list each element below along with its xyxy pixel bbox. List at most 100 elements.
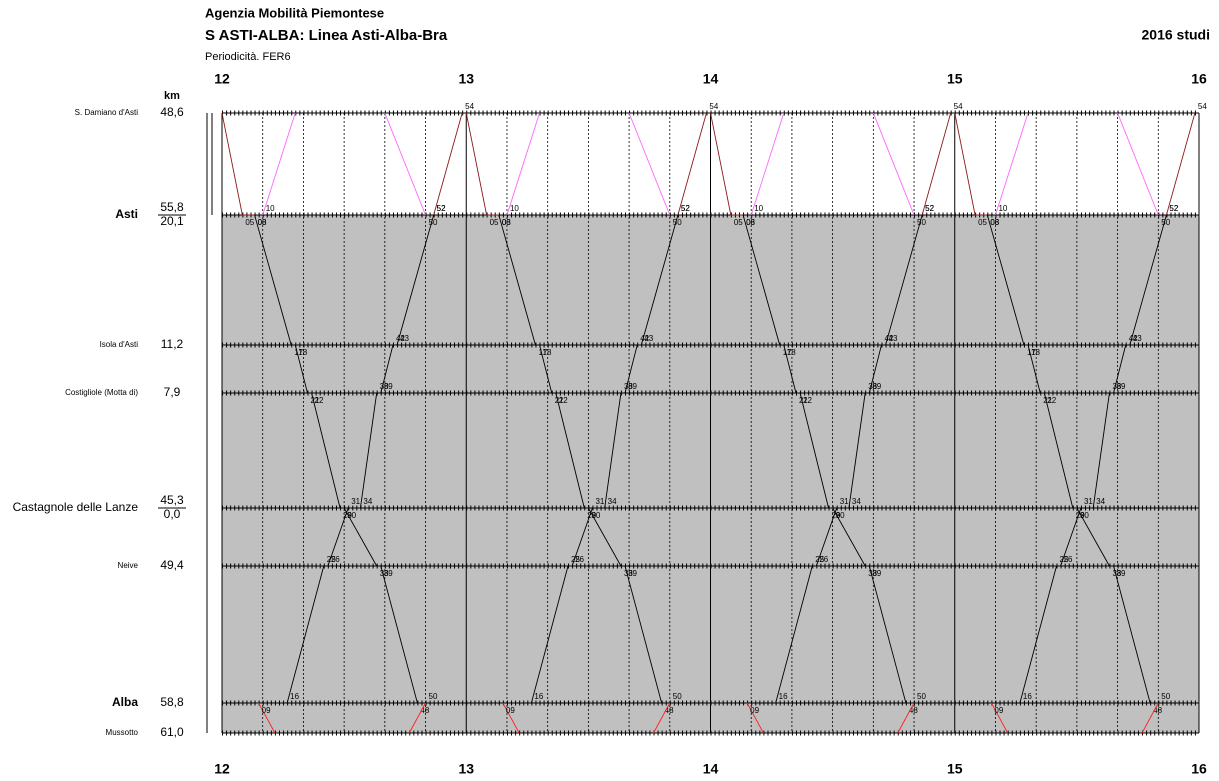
km-value: 7,9 <box>164 385 181 399</box>
station-name: Isola d'Asti <box>100 340 139 349</box>
time-label: 10 <box>266 204 275 213</box>
time-label: 38 <box>1112 569 1121 578</box>
train-path <box>1165 112 1196 216</box>
time-label: 38 <box>380 569 389 578</box>
time-label: 38 <box>380 382 389 391</box>
time-label: 18 <box>298 348 307 357</box>
time-label: 25 <box>815 555 824 564</box>
time-label: 50 <box>1161 218 1170 227</box>
time-label: 09 <box>262 706 271 715</box>
train-path <box>750 112 785 216</box>
time-label: 26 <box>331 555 340 564</box>
hour-label: 13 <box>458 71 474 87</box>
time-label: 52 <box>681 204 690 213</box>
time-label: 16 <box>534 692 543 701</box>
time-label: 31 <box>595 497 604 506</box>
km-value: 0,0 <box>164 507 181 521</box>
station-name: S. Damiano d'Asti <box>75 108 139 117</box>
time-label: 39 <box>872 569 881 578</box>
time-label: 08 <box>746 218 755 227</box>
hour-label: 16 <box>1191 761 1207 777</box>
train-path <box>872 112 915 216</box>
time-label: 43 <box>1133 334 1142 343</box>
hour-label: 15 <box>947 71 963 87</box>
time-label: 39 <box>1117 569 1126 578</box>
time-label: 52 <box>681 204 690 213</box>
train-path <box>742 214 907 704</box>
train-path <box>746 702 764 734</box>
time-label: 31 <box>840 497 849 506</box>
train-path <box>262 112 296 216</box>
km-value: 58,8 <box>160 695 184 709</box>
hour-label: 12 <box>214 761 230 777</box>
time-label: 22 <box>1047 396 1056 405</box>
train-path <box>677 112 707 216</box>
time-label: 16 <box>1023 692 1032 701</box>
time-label: 29 <box>1076 511 1085 520</box>
time-label: 22 <box>559 396 568 405</box>
station-name: Costigliole (Motta di) <box>65 388 138 397</box>
time-label: 50 <box>917 692 926 701</box>
time-label: 03 <box>746 218 755 227</box>
train-path <box>254 214 418 704</box>
time-label: 21 <box>310 396 319 405</box>
time-label: 31 <box>1084 497 1093 506</box>
hour-label: 16 <box>1191 71 1207 87</box>
time-label: 38 <box>1112 382 1121 391</box>
train-path <box>530 214 679 704</box>
time-label: 52 <box>437 204 446 213</box>
time-label: 50 <box>1161 692 1170 701</box>
time-label: 42 <box>396 334 405 343</box>
time-label: 29 <box>832 511 841 520</box>
time-label: 38 <box>868 382 877 391</box>
time-label: 48 <box>1153 706 1162 715</box>
time-label: 34 <box>608 497 617 506</box>
time-label: 09 <box>506 706 515 715</box>
train-path <box>286 214 435 704</box>
time-label: 18 <box>1031 348 1040 357</box>
time-label: 17 <box>294 348 303 357</box>
time-label: 10 <box>754 204 763 213</box>
train-path <box>921 112 952 216</box>
time-label: 50 <box>917 218 926 227</box>
hour-label: 13 <box>458 761 474 777</box>
train-path <box>628 112 671 216</box>
train-path <box>653 702 671 734</box>
time-label: 17 <box>538 348 547 357</box>
time-label: 08 <box>990 218 999 227</box>
time-label: 39 <box>384 382 393 391</box>
hour-label: 14 <box>703 71 719 87</box>
train-path <box>995 112 1029 216</box>
hour-label: 15 <box>947 761 963 777</box>
time-label: 26 <box>819 555 828 564</box>
km-value: 48,6 <box>160 105 184 119</box>
title: S ASTI-ALBA: Linea Asti-Alba-Bra <box>205 27 448 44</box>
time-label: 09 <box>994 706 1003 715</box>
time-label: 30 <box>347 511 356 520</box>
time-label: 18 <box>543 348 552 357</box>
time-label: 54 <box>709 102 718 111</box>
train-path <box>710 112 744 216</box>
time-label: 50 <box>673 218 682 227</box>
train-path <box>954 112 988 216</box>
time-label: 17 <box>1027 348 1036 357</box>
time-label: 39 <box>384 569 393 578</box>
train-path <box>258 702 276 734</box>
periodicity: Periodicità. FER6 <box>205 51 291 63</box>
time-label: 17 <box>783 348 792 357</box>
time-label: 38 <box>624 382 633 391</box>
time-label: 31 <box>351 497 360 506</box>
time-label: 48 <box>420 706 429 715</box>
time-label: 52 <box>925 204 934 213</box>
train-path <box>384 112 426 216</box>
time-label: 05 <box>245 218 254 227</box>
time-label: 22 <box>803 396 812 405</box>
km-header: km <box>164 90 180 102</box>
train-path <box>221 112 255 216</box>
time-label: 39 <box>872 382 881 391</box>
time-label: 10 <box>998 204 1007 213</box>
station-name: Alba <box>112 695 138 709</box>
time-label: 25 <box>327 555 336 564</box>
time-label: 52 <box>437 204 446 213</box>
km-value: 11,2 <box>161 337 184 351</box>
